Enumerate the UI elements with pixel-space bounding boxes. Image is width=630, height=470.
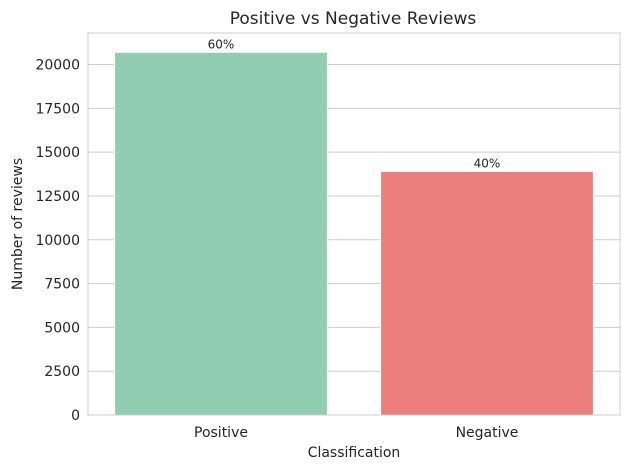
x-tick-label: Positive [194, 425, 248, 441]
y-tick-label: 10000 [35, 233, 80, 249]
y-tick-label: 12500 [35, 189, 80, 205]
y-tick-label: 17500 [35, 101, 80, 117]
y-axis-label: Number of reviews [10, 158, 26, 290]
y-tick-label: 2500 [44, 364, 80, 380]
bar-negative [380, 170, 594, 416]
bar-data-label: 40% [474, 156, 501, 170]
y-tick-label: 0 [71, 408, 80, 424]
chart-title: Positive vs Negative Reviews [230, 9, 477, 29]
y-tick-label: 20000 [35, 58, 80, 74]
x-axis-label: Classification [308, 445, 401, 461]
bars: 60% 40% [114, 37, 594, 416]
y-tick-label: 5000 [44, 320, 80, 336]
bar-data-label: 60% [208, 37, 235, 51]
y-tick-label: 7500 [44, 277, 80, 293]
plot-frame [87, 32, 621, 416]
y-tick-label: 15000 [35, 145, 80, 161]
bar-positive [114, 51, 328, 416]
x-tick-label: Negative [456, 425, 519, 441]
x-tick-labels: Positive Negative [194, 425, 518, 441]
